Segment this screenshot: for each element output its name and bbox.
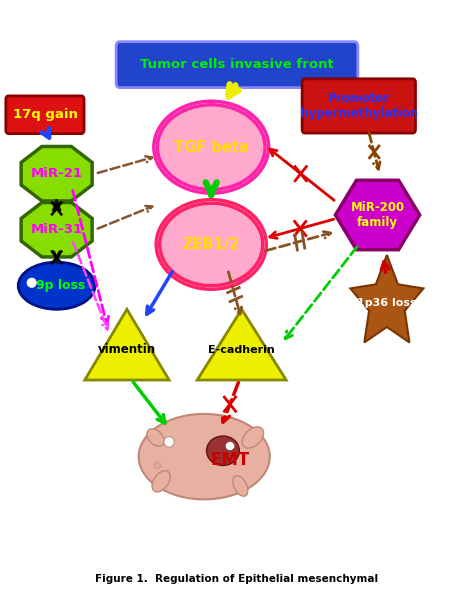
FancyBboxPatch shape xyxy=(116,42,358,87)
Polygon shape xyxy=(85,309,169,380)
Text: ZEB1/2: ZEB1/2 xyxy=(182,237,240,252)
Text: Promoter
hypermethylation: Promoter hypermethylation xyxy=(300,92,418,120)
Ellipse shape xyxy=(242,427,264,448)
Text: Figure 1.  Regulation of Epithelial mesenchymal: Figure 1. Regulation of Epithelial mesen… xyxy=(95,574,379,584)
Text: MiR-200
family: MiR-200 family xyxy=(350,201,405,229)
Text: 17q gain: 17q gain xyxy=(12,108,77,121)
Ellipse shape xyxy=(18,262,95,309)
Polygon shape xyxy=(21,202,92,257)
Ellipse shape xyxy=(233,476,248,496)
Ellipse shape xyxy=(207,436,239,465)
Text: TGF beta: TGF beta xyxy=(174,140,249,155)
Ellipse shape xyxy=(157,105,265,190)
FancyBboxPatch shape xyxy=(6,96,84,134)
Ellipse shape xyxy=(147,429,164,446)
Ellipse shape xyxy=(154,462,161,469)
Text: vimentin: vimentin xyxy=(98,343,156,356)
Text: E-cadherin: E-cadherin xyxy=(208,345,275,355)
Text: 9p loss: 9p loss xyxy=(36,279,85,292)
Ellipse shape xyxy=(138,414,270,499)
Ellipse shape xyxy=(152,471,170,492)
Ellipse shape xyxy=(225,441,235,450)
Text: MiR-21: MiR-21 xyxy=(31,167,82,180)
Polygon shape xyxy=(21,146,92,201)
Ellipse shape xyxy=(27,278,36,287)
Polygon shape xyxy=(197,309,286,380)
Text: EMT: EMT xyxy=(210,450,250,469)
Ellipse shape xyxy=(160,203,263,286)
Ellipse shape xyxy=(164,437,174,447)
Polygon shape xyxy=(336,180,419,250)
Polygon shape xyxy=(350,255,423,343)
Text: Tumor cells invasive front: Tumor cells invasive front xyxy=(140,58,334,71)
Text: MiR-31: MiR-31 xyxy=(31,223,82,236)
FancyBboxPatch shape xyxy=(302,79,416,133)
Text: 1p36 loss: 1p36 loss xyxy=(357,299,417,308)
